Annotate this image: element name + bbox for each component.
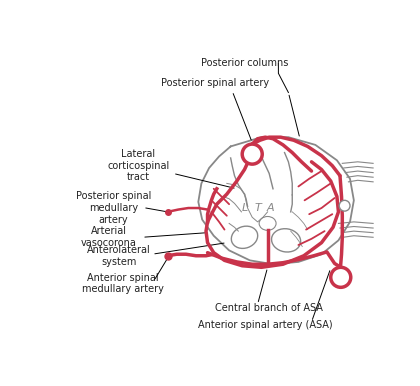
- Circle shape: [242, 144, 262, 164]
- Text: Posterior spinal artery: Posterior spinal artery: [161, 78, 269, 88]
- Text: Posterior columns: Posterior columns: [201, 58, 288, 68]
- Circle shape: [331, 267, 351, 287]
- Text: Anterior spinal artery (ASA): Anterior spinal artery (ASA): [198, 320, 333, 330]
- Text: L: L: [241, 203, 248, 213]
- Text: Anterior spinal
medullary artery: Anterior spinal medullary artery: [82, 273, 164, 294]
- Text: A: A: [267, 203, 275, 213]
- Text: Anterolateral
system: Anterolateral system: [87, 245, 151, 267]
- Text: Lateral
corticospinal
tract: Lateral corticospinal tract: [107, 149, 169, 182]
- Circle shape: [339, 200, 350, 211]
- Text: Central branch of ASA: Central branch of ASA: [215, 303, 323, 313]
- Text: T: T: [254, 203, 261, 213]
- Text: Arterial
vasocorona: Arterial vasocorona: [81, 227, 137, 248]
- Text: Posterior spinal
medullary
artery: Posterior spinal medullary artery: [76, 191, 151, 225]
